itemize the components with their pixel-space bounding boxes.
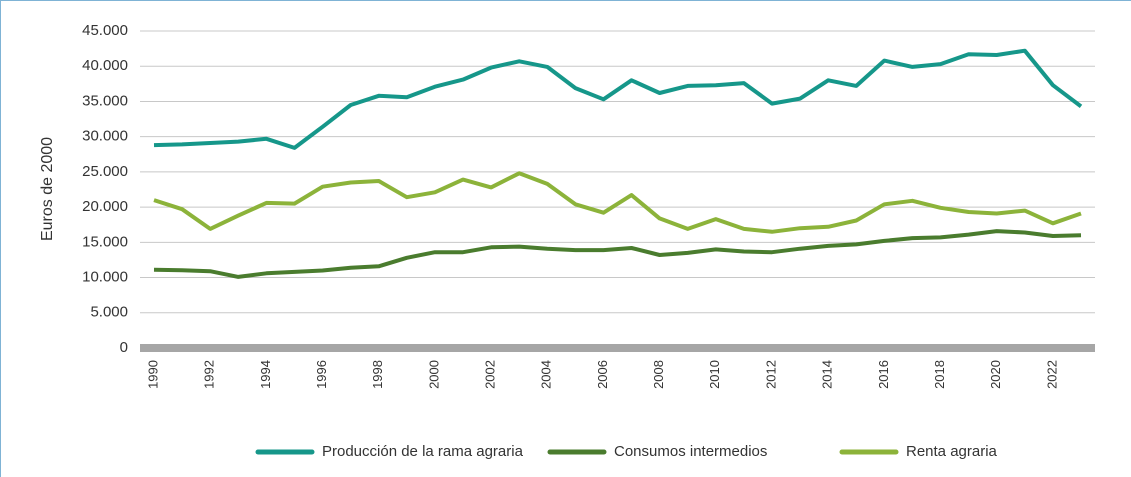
x-tick-label: 2010 [707, 360, 722, 389]
x-tick-label: 2016 [876, 360, 891, 389]
line-series [153, 171, 1082, 234]
x-tick-label: 2008 [651, 360, 666, 389]
y-tick-label: 30.000 [82, 128, 128, 145]
x-tick-label: 1990 [145, 360, 160, 389]
legend-label: Consumos intermedios [614, 443, 767, 460]
y-tick-label: 10.000 [82, 269, 128, 286]
x-tick-label: 2022 [1044, 360, 1059, 389]
x-tick-label: 1992 [202, 360, 217, 389]
y-tick-label: 25.000 [82, 163, 128, 180]
x-axis-bar [140, 344, 1095, 352]
x-tick-label: 2014 [820, 360, 835, 389]
line-series [153, 48, 1083, 150]
x-tick-label: 2018 [932, 360, 947, 389]
x-tick-label: 2012 [763, 360, 778, 389]
x-tick-label: 2006 [595, 360, 610, 389]
y-tick-label: 45.000 [82, 22, 128, 39]
y-tick-label: 35.000 [82, 92, 128, 109]
y-tick-label: 20.000 [82, 198, 128, 215]
line-series [153, 229, 1082, 279]
y-axis-label: Euros de 2000 [39, 137, 56, 241]
y-tick-label: 5.000 [90, 304, 128, 321]
legend-label: Renta agraria [906, 443, 998, 460]
x-tick-label: 2002 [483, 360, 498, 389]
x-tick-label: 1994 [258, 360, 273, 389]
y-tick-label: 40.000 [82, 57, 128, 74]
x-tick-label: 1996 [314, 360, 329, 389]
y-tick-label: 15.000 [82, 233, 128, 250]
x-tick-label: 2000 [426, 360, 441, 389]
x-tick-label: 2004 [539, 360, 554, 389]
x-tick-label: 1998 [370, 360, 385, 389]
y-tick-label: 0 [120, 339, 128, 356]
legend-label: Producción de la rama agraria [322, 443, 524, 460]
x-tick-label: 2020 [988, 360, 1003, 389]
